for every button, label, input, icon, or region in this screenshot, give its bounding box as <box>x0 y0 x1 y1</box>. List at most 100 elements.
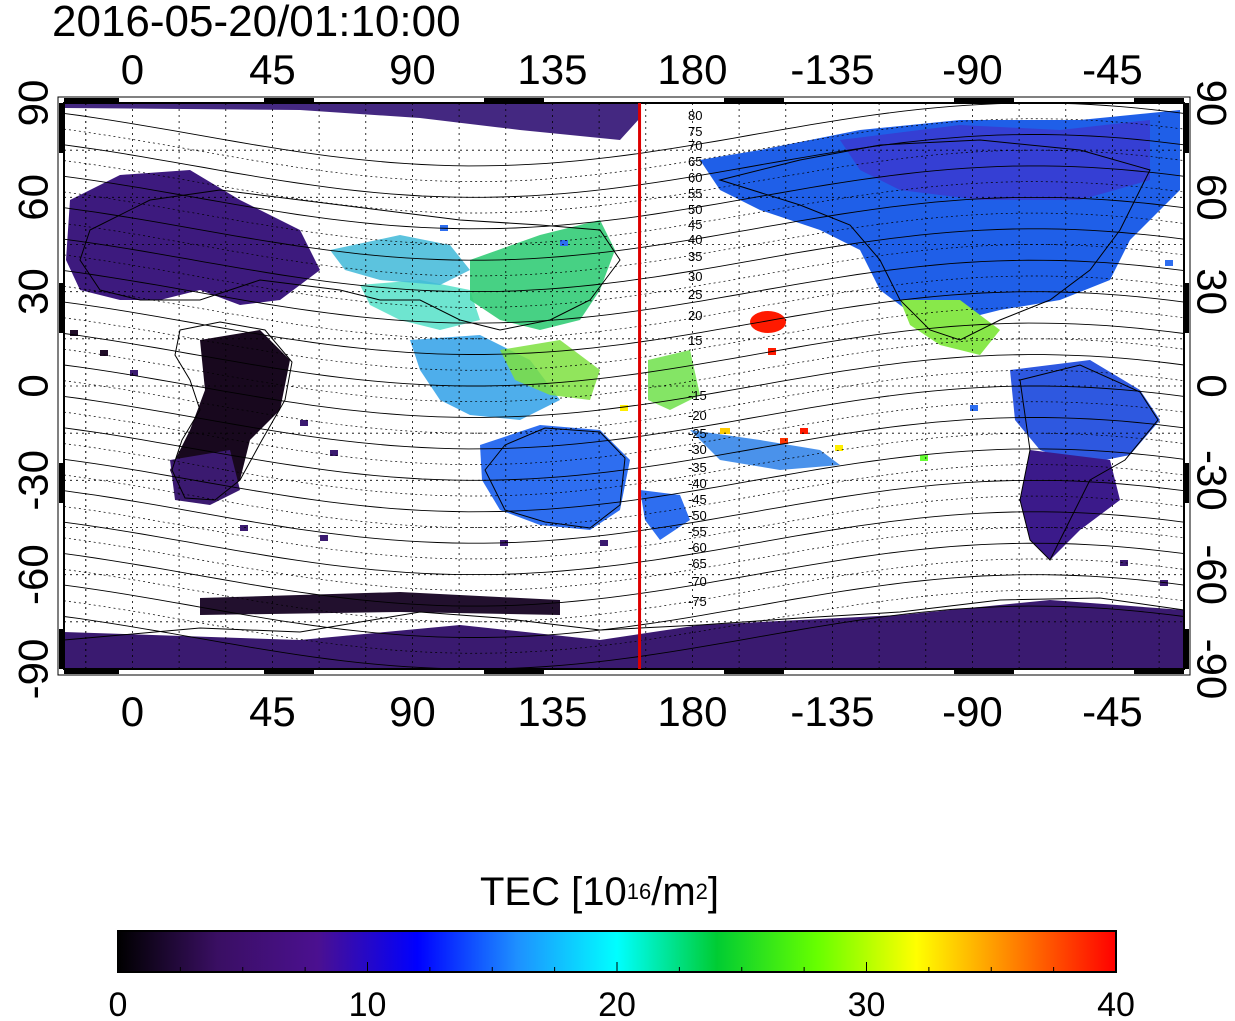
coast-africa <box>171 321 293 501</box>
latitude-tick-label: -90 <box>10 639 57 700</box>
contour-line <box>63 212 1185 277</box>
colorbar-tick-label: 30 <box>848 986 886 1021</box>
latitude-tick-label: -60 <box>10 544 57 605</box>
contour-label: -25 <box>688 426 707 441</box>
coast-north-america <box>718 139 1151 341</box>
contour-label: 65 <box>688 154 702 169</box>
contour-label: 60 <box>688 170 702 185</box>
colorbar-title-unit-exponent: 2 <box>695 879 708 904</box>
colorbar-tick-labels: 0 10 20 30 40 <box>109 986 1135 1021</box>
border-tick-marks <box>59 98 1189 674</box>
contour-line <box>63 432 1185 497</box>
longitude-tick-label: 90 <box>389 46 436 93</box>
contour-line <box>63 118 1185 182</box>
tec-region-hawaii <box>750 311 786 333</box>
contour-line <box>63 149 1185 214</box>
contour-line <box>63 307 1185 371</box>
latitude-tick-label: 90 <box>10 80 57 127</box>
contour-label: -20 <box>688 408 707 423</box>
contour-label: -35 <box>688 460 707 475</box>
contour-label: -55 <box>688 524 707 539</box>
contour-label: -50 <box>688 508 707 523</box>
tec-region-china <box>330 235 470 285</box>
contour-label: 25 <box>688 287 702 302</box>
map-frame <box>63 102 1185 670</box>
longitude-tick-label: 0 <box>121 46 144 93</box>
longitude-tick-label: 45 <box>249 688 296 735</box>
contour-label: 20 <box>688 308 702 323</box>
contour-line <box>63 401 1185 465</box>
contour-label: -45 <box>688 492 707 507</box>
contour-line <box>63 338 1185 403</box>
coast-antarctica <box>63 597 1185 641</box>
contour-label: -75 <box>688 594 707 609</box>
contour-line <box>63 181 1185 245</box>
longitude-tick-label: -135 <box>790 46 874 93</box>
contour-label: 50 <box>688 202 702 217</box>
colorbar-tick-label: 40 <box>1097 986 1135 1021</box>
longitude-tick-label: 180 <box>657 688 727 735</box>
tec-region-europe-asia <box>64 104 640 140</box>
timestamp-label: 2016-05-20/01:10:00 <box>52 0 461 46</box>
longitude-tick-label: 0 <box>121 688 144 735</box>
latitude-tick-label: 30 <box>1188 268 1235 315</box>
longitude-tick-label: 135 <box>517 46 587 93</box>
contour-label: -60 <box>688 540 707 555</box>
contour-line <box>63 542 1185 607</box>
colorbar-title: TEC [1016/m2] <box>480 868 719 922</box>
contour-line <box>63 479 1185 544</box>
contour-line <box>63 259 1185 324</box>
contour-line <box>63 385 1185 450</box>
contour-line <box>63 291 1185 355</box>
longitude-tick-label: 180 <box>657 46 727 93</box>
latitude-axis-left: 90 60 30 0 -30 -60 -90 <box>10 80 57 700</box>
contour-line <box>63 244 1185 308</box>
contour-label: 40 <box>688 232 702 247</box>
coast-eurasia <box>79 189 621 331</box>
tec-region-east-asia <box>470 220 615 330</box>
colorbar-tick-label: 0 <box>109 986 128 1021</box>
contour-line <box>63 495 1185 560</box>
colorbar-title-exponent: 16 <box>626 879 652 904</box>
contour-label: -15 <box>688 388 707 403</box>
contour-line <box>63 322 1185 387</box>
tec-region-middle-east <box>360 280 480 330</box>
latitude-tick-label: 30 <box>10 268 57 315</box>
contour-line <box>63 369 1185 434</box>
contour-line <box>63 527 1185 591</box>
colorbar-title-close: ] <box>707 870 720 914</box>
tec-region-south-africa <box>170 450 240 505</box>
colorbar-title-unit: /m <box>651 870 696 914</box>
contour-line <box>63 574 1185 638</box>
contour-line <box>63 464 1185 528</box>
contour-line <box>63 196 1185 261</box>
longitude-tick-label: -90 <box>942 46 1003 93</box>
longitude-tick-label: 135 <box>517 688 587 735</box>
latitude-tick-label: 60 <box>10 174 57 221</box>
coast-south-america <box>1019 364 1159 561</box>
tec-speckles <box>70 225 1173 586</box>
colorbar-title-text: TEC [10 <box>480 870 627 914</box>
longitude-tick-label: -90 <box>942 688 1003 735</box>
longitude-tick-label: 45 <box>249 46 296 93</box>
latitude-tick-label: -30 <box>10 450 57 511</box>
contour-label: 80 <box>688 108 702 123</box>
latitude-tick-label: -90 <box>1188 639 1235 700</box>
tec-region-pacific-south <box>690 430 840 470</box>
magnetic-latitude-contours <box>63 102 1185 670</box>
tec-region-central-america <box>900 300 1000 355</box>
colorbar-tick-label: 20 <box>598 986 636 1021</box>
contour-label: -65 <box>688 556 707 571</box>
coastlines <box>63 139 1185 641</box>
tec-region-antarctic-ring <box>200 592 560 615</box>
longitude-tick-label: -45 <box>1082 688 1143 735</box>
latitude-tick-label: -60 <box>1188 544 1235 605</box>
colorbar-ticks <box>117 962 1117 972</box>
tec-region-pacific-north <box>648 350 700 410</box>
contour-line <box>63 590 1185 654</box>
latitude-tick-label: -30 <box>1188 450 1235 511</box>
longitude-axis-bottom: 0 45 90 135 180 -135 -90 -45 <box>121 688 1143 735</box>
tec-region-antarctica <box>64 600 1184 668</box>
